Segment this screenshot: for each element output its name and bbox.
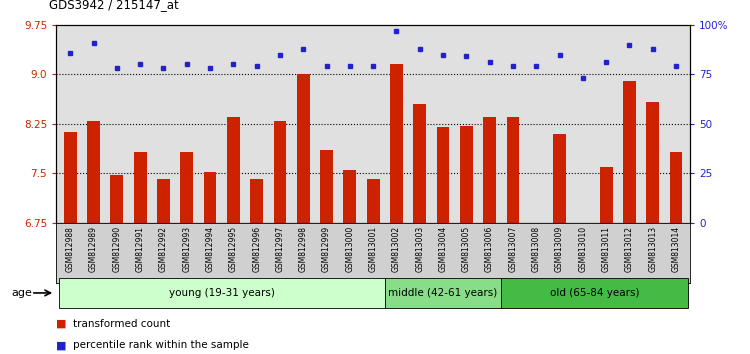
Text: GSM813003: GSM813003: [416, 226, 424, 272]
Bar: [157, 179, 170, 354]
Text: GSM813006: GSM813006: [485, 226, 494, 272]
Text: GSM813007: GSM813007: [509, 226, 518, 272]
Text: GSM813004: GSM813004: [439, 226, 448, 272]
Bar: [64, 132, 76, 354]
Text: transformed count: transformed count: [73, 319, 170, 329]
Bar: [460, 126, 472, 354]
Text: GSM812996: GSM812996: [252, 226, 261, 272]
Bar: [483, 117, 496, 354]
Bar: [297, 74, 310, 354]
Bar: [623, 81, 636, 354]
Bar: [646, 102, 659, 354]
Bar: [251, 179, 263, 354]
Text: GSM813002: GSM813002: [392, 226, 401, 272]
Bar: [87, 121, 100, 354]
Bar: [134, 152, 146, 354]
Bar: [600, 167, 613, 354]
Bar: [110, 175, 123, 354]
Text: GSM812995: GSM812995: [229, 226, 238, 272]
Bar: [506, 117, 519, 354]
Bar: [203, 172, 217, 354]
Bar: [413, 104, 426, 354]
Bar: [577, 225, 590, 354]
Bar: [274, 121, 286, 354]
Bar: [180, 152, 194, 354]
Text: GSM812989: GSM812989: [89, 226, 98, 272]
Text: GSM813014: GSM813014: [671, 226, 680, 272]
Text: GSM813009: GSM813009: [555, 226, 564, 272]
Bar: [530, 225, 543, 354]
Text: GDS3942 / 215147_at: GDS3942 / 215147_at: [49, 0, 178, 11]
Text: GSM813012: GSM813012: [625, 226, 634, 272]
Text: GSM812999: GSM812999: [322, 226, 331, 272]
Text: GSM813010: GSM813010: [578, 226, 587, 272]
Text: GSM813008: GSM813008: [532, 226, 541, 272]
Text: young (19-31 years): young (19-31 years): [169, 288, 274, 298]
Bar: [227, 117, 240, 354]
Bar: [501, 278, 688, 308]
Text: percentile rank within the sample: percentile rank within the sample: [73, 340, 248, 350]
Text: GSM812992: GSM812992: [159, 226, 168, 272]
Text: GSM812990: GSM812990: [112, 226, 122, 272]
Bar: [670, 152, 682, 354]
Text: GSM812994: GSM812994: [206, 226, 214, 272]
Text: GSM813011: GSM813011: [602, 226, 610, 272]
Text: ■: ■: [56, 319, 67, 329]
Text: GSM812998: GSM812998: [298, 226, 307, 272]
Text: GSM813013: GSM813013: [648, 226, 657, 272]
Text: middle (42-61 years): middle (42-61 years): [388, 288, 498, 298]
Text: GSM813001: GSM813001: [368, 226, 377, 272]
Text: GSM812988: GSM812988: [66, 226, 75, 272]
Text: old (65-84 years): old (65-84 years): [550, 288, 639, 298]
Text: GSM813005: GSM813005: [462, 226, 471, 272]
Text: GSM812991: GSM812991: [136, 226, 145, 272]
Bar: [367, 179, 380, 354]
Text: GSM812997: GSM812997: [275, 226, 284, 272]
Bar: [58, 278, 385, 308]
Bar: [344, 170, 356, 354]
Text: age: age: [11, 288, 32, 298]
Bar: [385, 278, 501, 308]
Bar: [553, 134, 566, 354]
Bar: [390, 64, 403, 354]
Text: ■: ■: [56, 340, 67, 350]
Bar: [436, 127, 449, 354]
Bar: [320, 150, 333, 354]
Text: GSM812993: GSM812993: [182, 226, 191, 272]
Text: GSM813000: GSM813000: [345, 226, 354, 272]
